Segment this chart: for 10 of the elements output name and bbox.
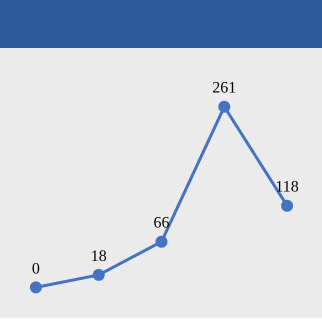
data-label: 261 [212,80,236,97]
point [156,236,168,248]
data-label: 18 [90,248,107,265]
data-label: 118 [275,178,299,196]
data-label: 66 [154,214,170,232]
point [92,268,105,281]
point [218,100,230,113]
point [281,200,294,212]
data-label: 0 [32,260,40,278]
point [30,281,42,294]
